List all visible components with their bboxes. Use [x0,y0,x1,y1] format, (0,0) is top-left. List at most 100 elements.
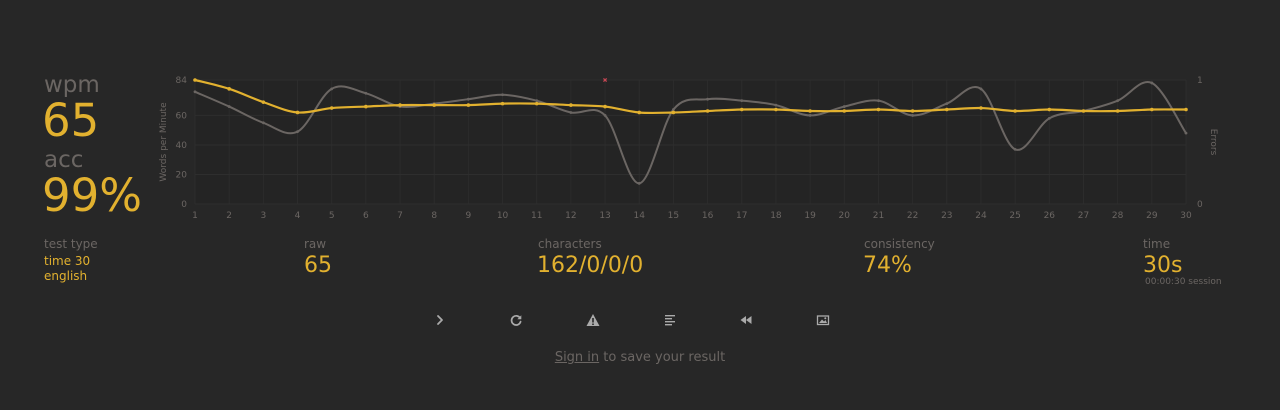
image-icon [816,315,830,326]
chart-x-tick-label: 9 [466,211,472,221]
chart-y2-axis-label: Errors [1208,129,1218,156]
chart-x-tick-label: 3 [260,211,266,221]
chart-series-raw-point [1184,131,1188,135]
test-type-language: english [44,269,88,283]
rewind-icon [740,316,752,324]
next-test-button[interactable] [430,310,450,330]
chart-series-wpm-line [193,78,1188,115]
chart-series-raw-point [1150,81,1154,85]
chart-series-raw-point [672,108,675,111]
chart-series-wpm-point [261,100,266,104]
chart-series-wpm-point [1081,109,1086,113]
wpm-chart: 0 20 40 60 84 0 1 1 2 3 4 5 6 7 8 9 10 11 12 13 14 15 16 17 18 19… [150,66,1230,236]
chart-series-raw-point [637,181,641,185]
chart-series-wpm-point [193,78,197,82]
chart-series-raw-point [535,99,539,103]
raw-value: 65 [304,253,332,278]
refresh-icon [510,314,522,326]
chart-series-raw-point [466,97,470,101]
chart-y-axis-label: Words per Minute [159,102,169,182]
acc-value: 99% [42,169,143,222]
session-time-note: 00:00:30 session [1145,277,1222,287]
chart-x-tick-label: 29 [1146,211,1158,221]
warning-icon [586,314,600,326]
chart-series-wpm-point [910,109,915,113]
chart-series-wpm-point [1184,107,1188,112]
chart-series-raw-point [193,90,197,94]
chart-series-wpm-point [671,110,676,115]
chart-series-wpm-point [398,103,402,107]
chart-series-raw-point [911,114,915,117]
chart-series-wpm-point [500,101,505,106]
chart-series-wpm-point [876,107,881,112]
chart-series-raw-point [603,114,607,117]
chart-series-raw-point [1047,116,1051,120]
chart-series-raw-point [296,130,299,134]
chart-y-tick-label: 20 [176,170,188,180]
chart-series-raw-point [979,87,983,91]
chart-series-raw-point [261,121,265,125]
chart-x-tick-label: 14 [634,211,646,221]
consistency-value: 74% [863,253,912,278]
chart-y-tick-label: 84 [176,76,188,86]
chart-series-raw-point [774,103,778,107]
chart-series-wpm-point [432,103,437,107]
test-type-mode: time 30 [44,254,91,268]
report-question-button[interactable] [583,310,603,330]
chart-x-tick-label: 4 [295,211,301,221]
chart-series-wpm-point [295,110,300,115]
chart-x-tick-label: 26 [1044,211,1056,221]
chart-y-tick-label: 40 [176,141,188,151]
chart-y2-tick-label: 0 [1197,200,1203,210]
chart-x-tick-label: 17 [736,211,747,221]
chart-series-wpm-point [1047,107,1052,112]
chart-series-wpm-point [739,107,744,112]
chart-series-raw-point [1116,99,1120,103]
chart-series-wpm-point [944,107,949,112]
restart-test-button[interactable] [506,310,526,330]
chart-plot-area [195,80,1186,204]
chart-x-tick-label: 12 [565,211,576,221]
chart-series-wpm-point [774,107,778,112]
chart-series-raw-point [364,91,368,95]
signin-link[interactable]: Sign in [554,350,600,365]
chart-series-wpm-point [364,104,368,109]
time-value: 30s [1143,253,1183,278]
chevron-right-icon [437,315,443,325]
chart-x-tick-label: 1 [192,211,198,221]
align-left-icon [665,315,675,326]
wpm-label: wpm [44,72,100,98]
save-screenshot-button[interactable] [813,310,833,330]
chart-x-tick-label: 15 [668,211,679,221]
chart-series-wpm-point [1013,109,1017,113]
chart-series-raw-point [501,93,504,97]
chart-x-tick-label: 20 [839,211,851,221]
chart-x-tick-label: 25 [1009,211,1020,221]
chart-x-tick-label: 13 [599,211,610,221]
chart-y-tick-label: 60 [176,111,188,121]
time-label: time [1143,237,1171,251]
wpm-value: 65 [42,94,100,147]
chart-series-raw-point [330,87,334,91]
signin-prompt-text: to save your result [599,350,726,365]
chart-series-raw-point [569,111,573,114]
chart-x-tick-label: 11 [531,211,542,221]
consistency-label: consistency [864,237,935,251]
show-words-history-button[interactable] [660,310,680,330]
chart-y-tick-label: 0 [181,200,187,210]
chart-x-tick-label: 7 [397,211,403,221]
test-type-label: test type [44,237,98,251]
raw-label: raw [304,237,327,251]
acc-label: acc [44,147,84,173]
chart-series-wpm-point [603,104,607,109]
chart-series-wpm-point [329,106,334,110]
watch-replay-button[interactable] [736,310,756,330]
chart-series-raw-point [227,105,231,108]
chart-x-tick-label: 5 [329,211,335,221]
chart-series-raw-point [945,102,949,106]
chart-series-raw-point [706,97,709,101]
chart-series-wpm-point [979,106,983,110]
chart-series-wpm-point [1115,109,1120,113]
